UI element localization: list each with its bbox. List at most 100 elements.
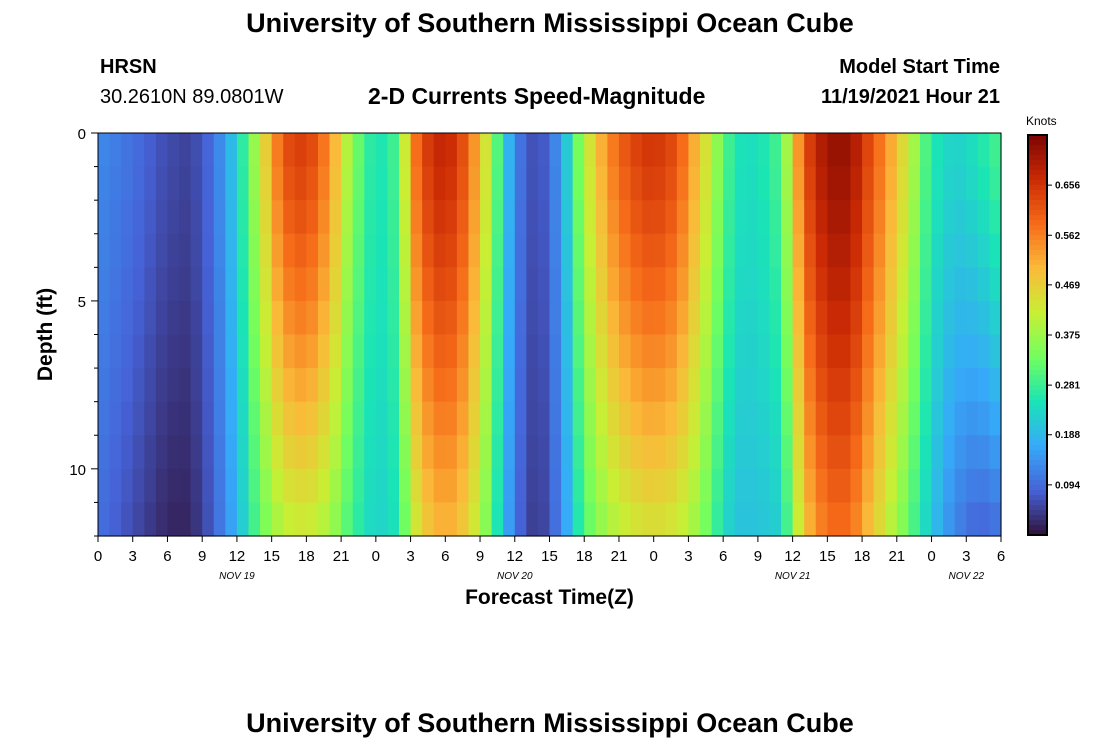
heatmap-cell	[966, 468, 979, 504]
heatmap-cell	[121, 166, 134, 201]
heatmap-cell	[711, 435, 724, 470]
heatmap-cell	[838, 502, 852, 537]
heatmap-cell	[919, 368, 933, 403]
heatmap-cell	[422, 334, 435, 369]
heatmap-cell	[526, 435, 539, 470]
heatmap-cell	[248, 334, 261, 369]
colorbar-segment	[1028, 335, 1047, 341]
heatmap-cell	[885, 200, 898, 235]
heatmap-cell	[260, 368, 273, 403]
heatmap-cell	[155, 300, 169, 336]
heatmap-cell	[769, 166, 782, 201]
heatmap-cell	[896, 468, 909, 504]
heatmap-cell	[850, 435, 863, 470]
heatmap-cell	[584, 300, 597, 336]
heatmap-cell	[271, 435, 284, 470]
heatmap-cell	[456, 200, 470, 235]
heatmap-cell	[700, 133, 713, 168]
heatmap-cell	[537, 401, 551, 436]
heatmap-cell	[329, 435, 342, 470]
heatmap-cell	[908, 401, 921, 436]
heatmap-cell	[862, 401, 875, 436]
heatmap-cell	[213, 468, 226, 504]
heatmap-cell	[885, 368, 898, 403]
heatmap-cell	[121, 200, 134, 235]
heatmap-cell	[885, 166, 898, 201]
heatmap-cell	[931, 133, 944, 168]
heatmap-cell	[873, 200, 886, 235]
colorbar-tick-label: 0.188	[1055, 430, 1080, 441]
heatmap-cell	[804, 300, 817, 336]
colorbar-segment	[1028, 500, 1047, 506]
heatmap-cell	[862, 368, 875, 403]
heatmap-cell	[885, 267, 898, 302]
heatmap-cell	[480, 267, 493, 302]
chart-subtitle: 2-D Currents Speed-Magnitude	[368, 83, 706, 109]
heatmap-cell	[572, 133, 585, 168]
heatmap-cell	[537, 435, 551, 470]
heatmap-cell	[352, 368, 365, 403]
heatmap-cell	[132, 133, 145, 168]
heatmap-cell	[781, 368, 794, 403]
heatmap-cell	[387, 502, 400, 537]
heatmap-cell	[179, 133, 192, 168]
heatmap-cell	[445, 368, 458, 403]
heatmap-cell	[526, 300, 539, 336]
heatmap-cell	[989, 166, 1002, 201]
heatmap-cell	[341, 267, 354, 302]
heatmap-cell	[433, 233, 446, 268]
heatmap-cell	[260, 267, 273, 302]
heatmap-cell	[989, 502, 1002, 537]
colorbar-segment	[1028, 310, 1047, 316]
heatmap-cell	[202, 468, 215, 504]
heatmap-cell	[445, 133, 458, 168]
colorbar-segment	[1028, 445, 1047, 451]
heatmap-cell	[503, 435, 516, 470]
heatmap-cell	[561, 368, 574, 403]
colorbar-segment	[1028, 355, 1047, 361]
colorbar-segment	[1028, 210, 1047, 216]
heatmap-cell	[977, 435, 991, 470]
heatmap-cell	[827, 166, 840, 201]
heatmap-cell	[792, 267, 805, 302]
heatmap-cell	[966, 200, 979, 235]
heatmap-cell	[283, 334, 296, 369]
heatmap-cell	[711, 267, 724, 302]
x-tick-label: 18	[854, 548, 871, 565]
heatmap-cell	[630, 267, 643, 302]
date-label: NOV 21	[775, 571, 811, 582]
heatmap-cell	[815, 435, 828, 470]
heatmap-cell	[688, 334, 701, 369]
heatmap-cell	[294, 401, 307, 436]
heatmap-cell	[943, 468, 956, 504]
heatmap-cell	[734, 166, 747, 201]
heatmap-cell	[236, 401, 250, 436]
heatmap-cell	[375, 368, 389, 403]
colorbar-segment	[1028, 465, 1047, 471]
heatmap-cell	[977, 267, 991, 302]
heatmap-cell	[352, 468, 365, 504]
heatmap-cell	[746, 368, 759, 403]
heatmap-cell	[503, 300, 516, 336]
heatmap-cell	[769, 502, 782, 537]
heatmap-cell	[341, 502, 354, 537]
heatmap-cell	[503, 200, 516, 235]
heatmap-cell	[966, 300, 979, 336]
heatmap-cell	[676, 502, 690, 537]
heatmap-cell	[769, 468, 782, 504]
colorbar-segment	[1028, 330, 1047, 336]
heatmap-cell	[873, 233, 886, 268]
heatmap-cell	[456, 502, 470, 537]
heatmap-cell	[306, 166, 319, 201]
colorbar-segment	[1028, 455, 1047, 461]
heatmap-cell	[236, 233, 250, 268]
heatmap-cell	[514, 435, 527, 470]
heatmap-cell	[98, 267, 111, 302]
heatmap-cell	[456, 401, 470, 436]
heatmap-cell	[445, 401, 458, 436]
heatmap-cell	[711, 502, 724, 537]
heatmap-cell	[317, 502, 331, 537]
heatmap-cell	[676, 368, 690, 403]
heatmap-cell	[503, 334, 516, 369]
heatmap-cell	[132, 300, 145, 336]
